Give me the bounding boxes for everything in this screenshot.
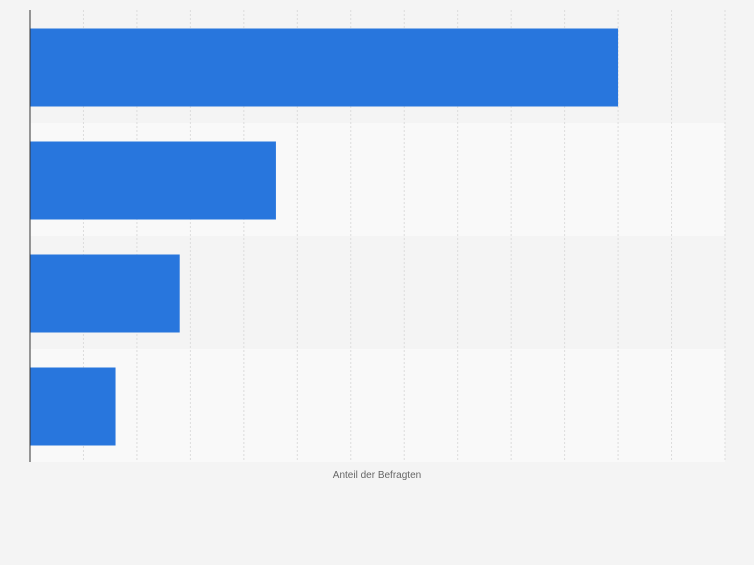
bars <box>30 28 619 446</box>
bar[interactable] <box>30 28 619 107</box>
bar[interactable] <box>30 367 116 446</box>
row-band <box>30 349 725 462</box>
bar[interactable] <box>30 141 276 220</box>
x-axis-title: Anteil der Befragten <box>333 470 421 481</box>
bar[interactable] <box>30 254 180 333</box>
